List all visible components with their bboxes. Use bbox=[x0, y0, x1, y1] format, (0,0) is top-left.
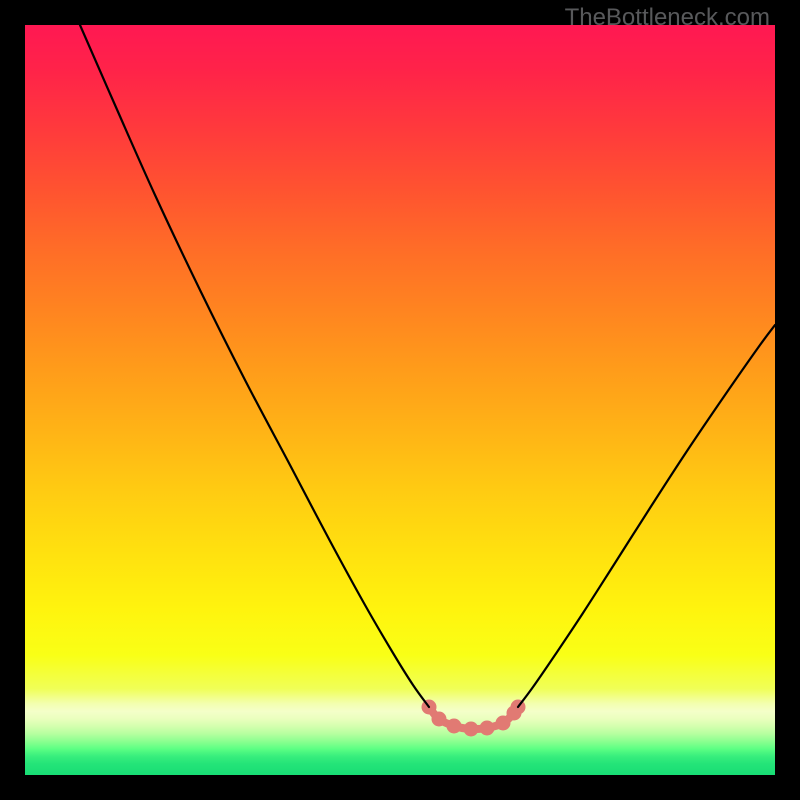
valley-marker bbox=[480, 721, 495, 736]
valley-marker bbox=[464, 722, 479, 737]
curves-layer bbox=[25, 25, 775, 775]
valley-marker bbox=[447, 719, 462, 734]
left-curve bbox=[80, 25, 429, 707]
chart-frame: TheBottleneck.com bbox=[0, 0, 800, 800]
right-curve bbox=[518, 325, 775, 707]
plot-area bbox=[25, 25, 775, 775]
watermark-text: TheBottleneck.com bbox=[565, 4, 770, 32]
valley-marker bbox=[432, 712, 447, 727]
